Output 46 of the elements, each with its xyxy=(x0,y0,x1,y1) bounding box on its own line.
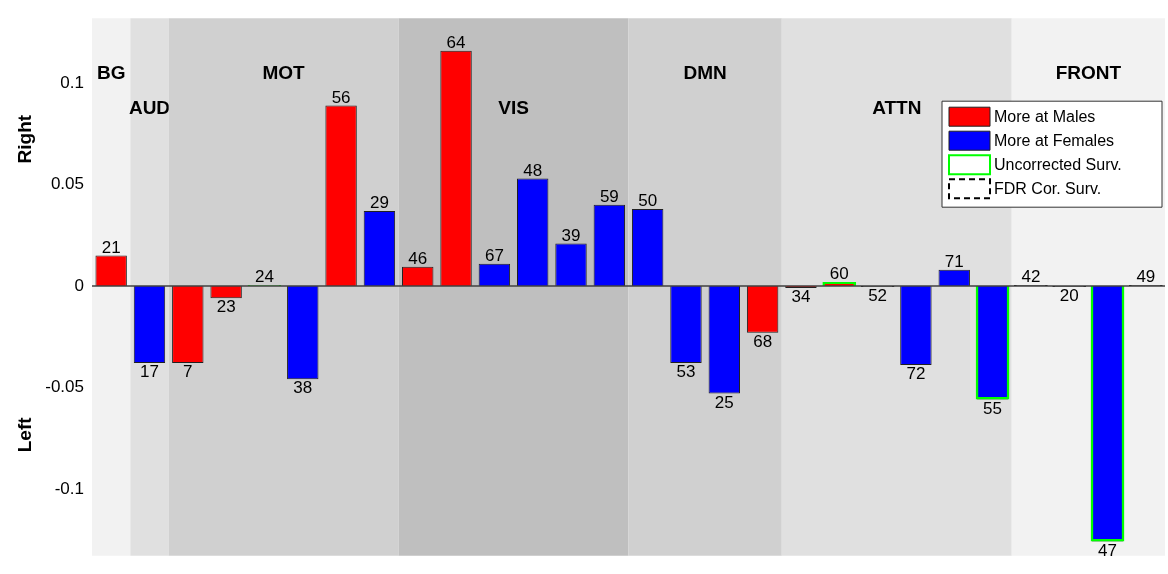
x-tick-label: 52 xyxy=(868,286,888,306)
x-tick-label: 39 xyxy=(561,225,581,245)
y-tick-label: 0.05 xyxy=(50,174,84,194)
x-tick-label: 71 xyxy=(944,251,964,271)
x-tick-label: 7 xyxy=(183,362,193,382)
x-tick-label: 42 xyxy=(1021,267,1041,287)
x-tick-label: 21 xyxy=(101,237,121,257)
band-label: MOT xyxy=(262,62,306,84)
x-tick-label: 67 xyxy=(484,245,504,265)
x-tick-label: 48 xyxy=(523,160,543,180)
x-tick-label: 59 xyxy=(599,187,619,207)
y-tick-label: -0.05 xyxy=(45,377,84,397)
x-tick-label: 17 xyxy=(140,362,159,382)
x-tick-label: 60 xyxy=(829,264,849,284)
legend-label: More at Males xyxy=(994,107,1096,125)
legend-label: Uncorrected Surv. xyxy=(994,155,1122,173)
x-tick-label: 49 xyxy=(1136,267,1156,287)
y-axis-title: Right xyxy=(14,114,36,164)
x-tick-label: 72 xyxy=(906,364,926,384)
y-tick-label: -0.1 xyxy=(54,478,84,498)
x-tick-label: 34 xyxy=(791,287,811,307)
legend-label: More at Females xyxy=(994,131,1115,149)
x-tick-label: 25 xyxy=(714,392,734,412)
x-tick-label: 50 xyxy=(638,191,658,211)
x-tick-label: 23 xyxy=(216,297,236,317)
x-tick-label: 47 xyxy=(1098,540,1117,560)
x-tick-label: 38 xyxy=(293,378,313,398)
band-label: ATTN xyxy=(872,97,922,119)
x-tick-label: 68 xyxy=(753,331,773,351)
x-tick-label: 24 xyxy=(254,267,274,287)
text: Left xyxy=(14,416,36,453)
x-tick-label: 64 xyxy=(446,32,466,52)
band-label: DMN xyxy=(683,62,727,84)
x-tick-label: 46 xyxy=(408,248,428,268)
x-tick-label: 20 xyxy=(1059,286,1079,306)
band-label: AUD xyxy=(128,97,171,119)
y-tick-label: 0 xyxy=(74,275,84,295)
x-tick-label: 55 xyxy=(983,398,1003,418)
x-tick-label: 56 xyxy=(331,87,351,107)
band-label: VIS xyxy=(498,97,529,119)
x-tick-label: 53 xyxy=(676,362,696,382)
band-label: BG xyxy=(96,62,126,84)
legend-label: FDR Cor. Surv. xyxy=(994,179,1102,197)
x-tick-label: 29 xyxy=(369,193,389,213)
band-label: FRONT xyxy=(1055,62,1122,84)
y-tick-label: 0.1 xyxy=(60,72,84,92)
